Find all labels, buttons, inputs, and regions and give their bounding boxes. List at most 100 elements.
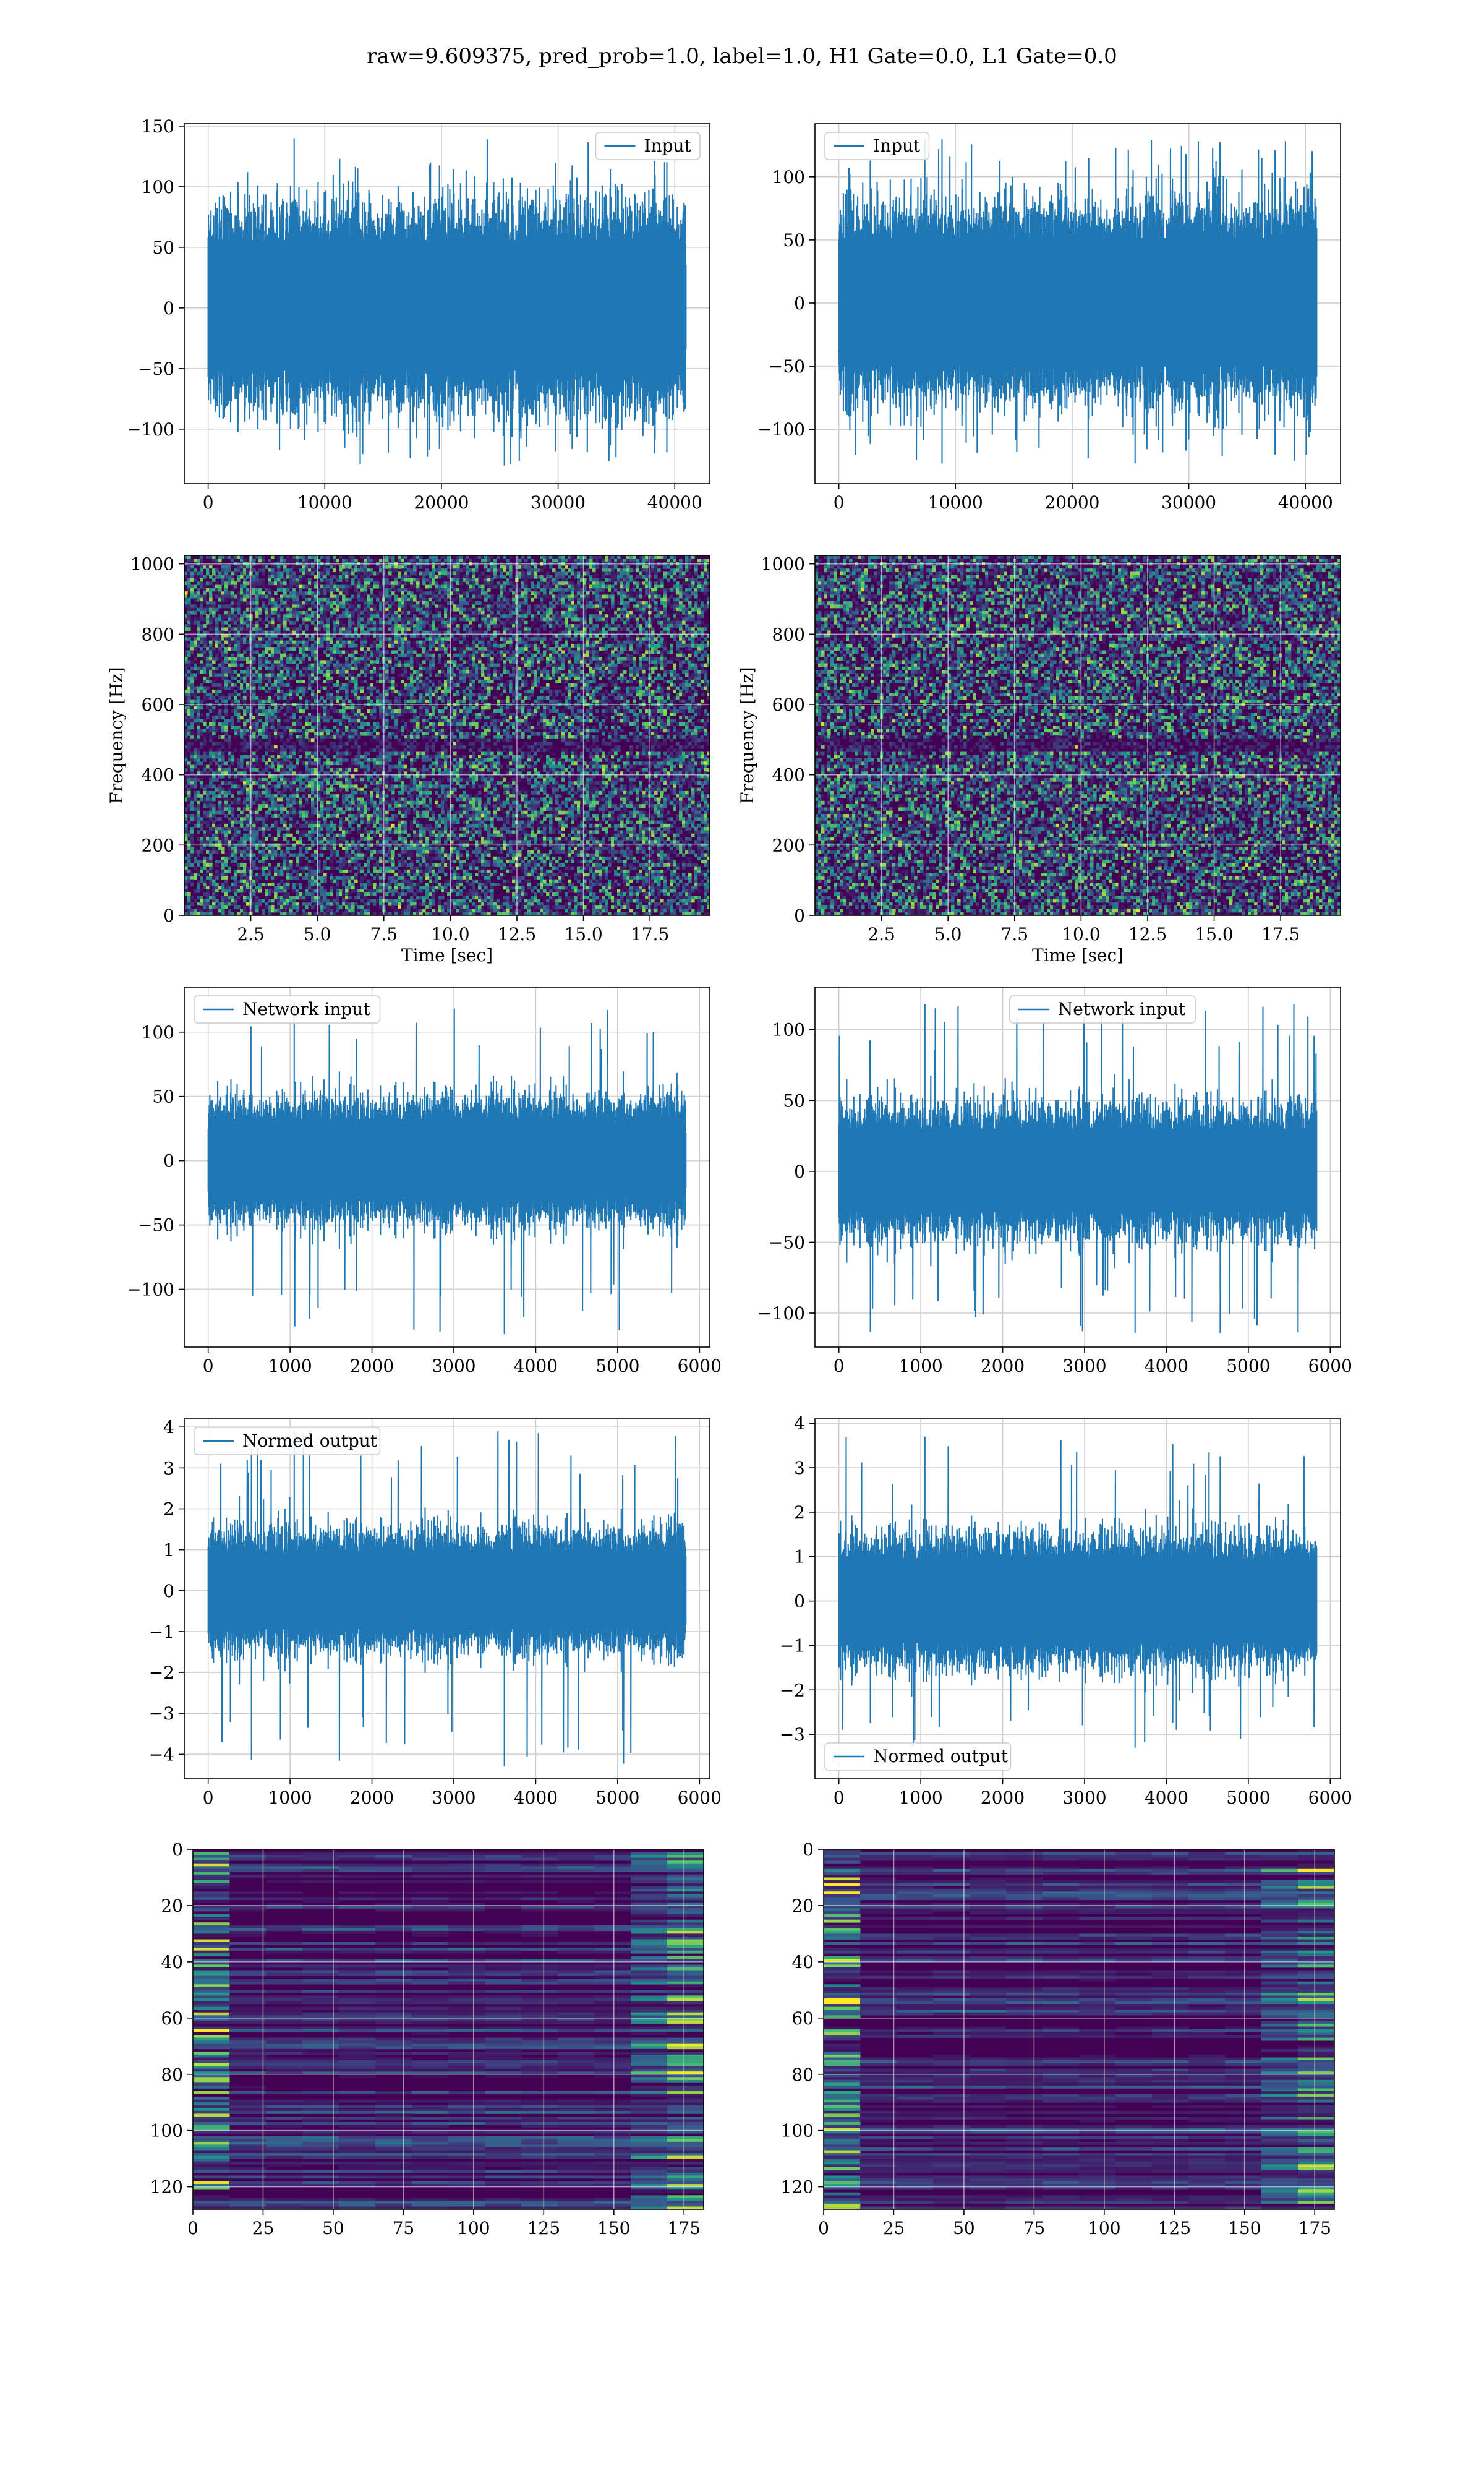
h1-feature-map-ytick-label: 20 [161,1896,183,1916]
l1-spectrogram-ytick-label: 1000 [761,554,805,575]
l1-network-input-xtick-label: 3000 [1062,1356,1106,1376]
l1-normed-output-frame [814,1418,1341,1779]
l1-network-input-ytick-label: 100 [772,1020,805,1040]
h1-spectrogram-xtick-label: 7.5 [370,924,398,944]
h1-normed-output-xtick-label: 0 [203,1787,214,1808]
h1-feature-map-xtick-label: 150 [597,2218,630,2238]
l1-feature-map-xtick-label: 150 [1228,2218,1261,2238]
l1-network-input-xtick-label: 2000 [981,1356,1025,1376]
l1-feature-map-ytick-label: 20 [791,1896,814,1916]
h1-network-input-xtick-label: 4000 [514,1356,558,1376]
h1-normed-output-xtick-label: 6000 [678,1787,722,1808]
l1-network-input-ytick-label: 50 [783,1090,805,1111]
l1-input-series-core [838,238,1317,367]
l1-normed-output-xtick-label: 0 [834,1787,845,1808]
h1-spectrogram-ylabel: Frequency [Hz] [106,667,127,803]
h1-spectrogram-ytick-label: 800 [142,624,174,644]
h1-normed-output-ytick-label: 4 [163,1417,174,1437]
l1-feature-map-xtick-label: 125 [1158,2218,1191,2238]
l1-spectrogram-xtick-label: 2.5 [868,924,895,944]
l1-normed-output-ytick-label: −3 [780,1724,805,1745]
h1-input-ytick-label: −100 [127,419,174,440]
l1-network-input-xtick-label: 0 [834,1356,845,1376]
h1-input-legend: Input [595,132,701,160]
l1-network-input-legend-label: Network input [1058,999,1186,1019]
l1-spectrogram-xtick-label: 12.5 [1128,924,1167,944]
l1-input-ytick-label: 50 [783,230,805,250]
l1-spectrogram-frame [814,555,1341,916]
h1-spectrogram-panel: 2.5 5.0 7.5 10.0 12.5 15.0 17.5 0 200 400 600 800 10… [106,554,710,965]
h1-normed-output-ytick-label: 2 [163,1499,174,1520]
h1-normed-output-xtick-label: 5000 [595,1787,639,1808]
l1-normed-output-ytick-label: 0 [794,1591,805,1612]
h1-spectrogram-xlabel: Time [sec] [401,945,493,965]
l1-spectrogram-ytick-label: 0 [794,905,805,926]
h1-normed-output-ticks: 0 1000 2000 3000 4000 5000 6000 −4 −3 −2 −1 0 1 2 3 4 [149,1417,722,1808]
h1-normed-output-ytick-label: −4 [149,1744,174,1765]
l1-spectrogram-xtick-label: 10.0 [1062,924,1100,944]
l1-spectrogram-xtick-label: 17.5 [1261,924,1300,944]
l1-network-input-frame [814,987,1341,1348]
h1-input-xtick-label: 0 [203,492,214,513]
h1-input-xtick-label: 20000 [414,492,469,513]
h1-network-input-xtick-label: 2000 [350,1356,394,1376]
h1-input-ytick-label: −50 [138,359,174,379]
l1-normed-output-ytick-label: 4 [794,1413,805,1434]
l1-input-ytick-label: 0 [794,293,805,314]
h1-network-input-ytick-label: 0 [163,1151,174,1171]
l1-feature-map-ytick-label: 60 [791,2008,814,2029]
l1-feature-map-panel: 0 25 50 75 100 125 150 175 0 20 40 60 80 100 120 [781,1839,1335,2238]
l1-network-input-legend: Network input [1009,995,1196,1024]
h1-feature-map-ticks: 0 25 50 75 100 125 150 175 0 20 40 60 80 100 120 [150,1839,701,2238]
l1-input-ytick-label: −100 [757,419,805,440]
h1-network-input-legend-label: Network input [242,999,370,1019]
l1-feature-map-xtick-label: 75 [1023,2218,1046,2238]
l1-spectrogram-xlabel: Time [sec] [1032,945,1124,965]
h1-feature-map-panel: 0 25 50 75 100 125 150 175 0 20 40 60 80 100 120 [150,1839,704,2238]
l1-feature-map-xtick-label: 175 [1298,2218,1331,2238]
h1-normed-output-ytick-label: 0 [163,1581,174,1601]
l1-network-input-xtick-label: 6000 [1308,1356,1352,1376]
h1-spectrogram-xtick-label: 10.0 [431,924,469,944]
l1-input-xtick-label: 40000 [1278,492,1333,513]
h1-input-xtick-label: 10000 [297,492,352,513]
l1-spectrogram-ytick-label: 400 [772,765,805,785]
l1-input-frame [814,123,1341,484]
l1-spectrogram-image [815,555,1341,915]
l1-network-input-ytick-label: −50 [769,1232,805,1252]
l1-normed-output-xtick-label: 2000 [981,1787,1025,1808]
h1-feature-map-xtick-label: 125 [527,2218,560,2238]
l1-feature-map-image [824,1849,1334,2209]
l1-feature-map-ytick-label: 100 [781,2121,814,2141]
h1-network-input-xtick-label: 3000 [432,1356,475,1376]
l1-normed-output-xtick-label: 4000 [1145,1787,1188,1808]
l1-network-input-ticks: 0 1000 2000 3000 4000 5000 6000 −100 −50 0 50 100 [757,1020,1352,1376]
h1-normed-output-xtick-label: 4000 [514,1787,558,1808]
l1-input-legend-label: Input [873,135,921,156]
l1-spectrogram-ticks: 2.5 5.0 7.5 10.0 12.5 15.0 17.5 0 200 400 600 800 10… [761,554,1300,944]
h1-normed-output-ytick-label: 1 [163,1540,174,1560]
l1-input-xtick-label: 10000 [928,492,983,513]
l1-feature-map-ytick-label: 80 [791,2065,814,2085]
l1-feature-map-xtick-label: 100 [1088,2218,1120,2238]
l1-spectrogram-xtick-label: 5.0 [934,924,962,944]
h1-input-ticks: 0 10000 20000 30000 40000 −100 −50 0 50 100 150 [127,116,702,513]
l1-normed-output-ticks: 0 1000 2000 3000 4000 5000 6000 −3 −2 −1 0 1 2 3 4 [780,1413,1352,1808]
h1-feature-map-ytick-label: 120 [150,2177,183,2198]
h1-network-input-ytick-label: −100 [127,1279,174,1299]
h1-network-input-legend: Network input [194,995,381,1024]
l1-spectrogram-ylabel: Frequency [Hz] [737,667,757,803]
h1-input-panel: Input 0 10000 20000 30000 40000 −100 −50 0 50 100 1… [127,116,710,513]
l1-input-ticks: 0 10000 20000 30000 40000 −100 −50 0 50 100 [757,167,1333,513]
l1-normed-output-panel: Normed output 0 1000 2000 3000 4000 5000 6000 −3… [780,1413,1352,1808]
l1-input-ytick-label: −50 [769,356,805,377]
l1-spectrogram-ytick-label: 800 [772,624,805,644]
h1-normed-output-series-core [208,1551,686,1629]
h1-input-xtick-label: 30000 [531,492,586,513]
h1-feature-map-image [193,1849,704,2209]
l1-feature-map-xtick-label: 25 [883,2218,905,2238]
h1-feature-map-ytick-label: 100 [150,2121,183,2141]
h1-feature-map-ytick-label: 60 [161,2008,183,2029]
l1-normed-output-legend-label: Normed output [873,1746,1009,1766]
